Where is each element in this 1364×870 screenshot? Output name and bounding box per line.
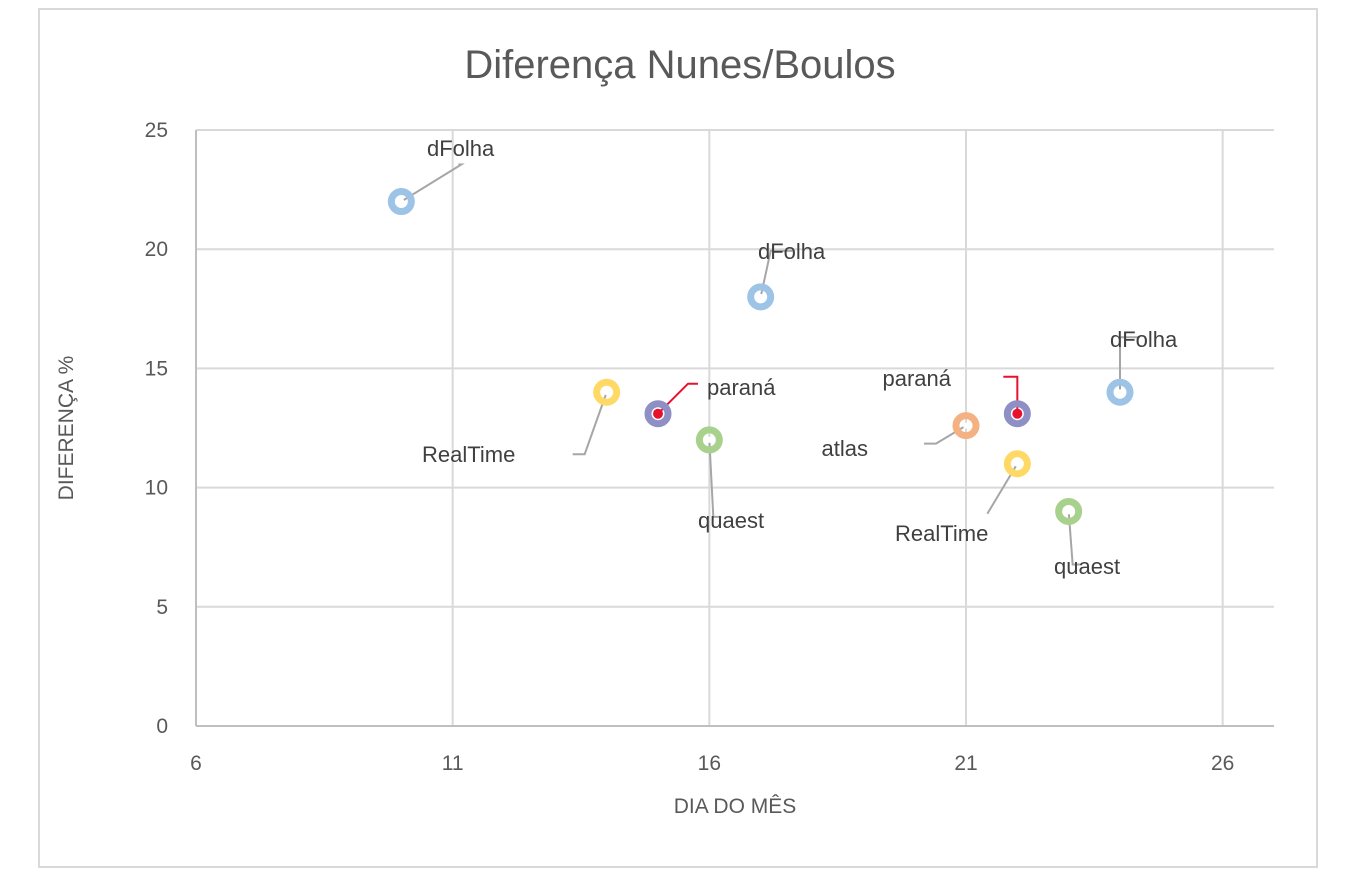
leader-line (1067, 511, 1081, 566)
leader-line (572, 391, 608, 456)
data-point-center (653, 408, 663, 419)
data-point (695, 426, 723, 454)
leader-line (708, 439, 722, 518)
data-point-center (1014, 460, 1021, 467)
y-tick-label: 20 (145, 238, 168, 261)
data-label: quaest (698, 508, 764, 533)
data-point-center (706, 436, 713, 443)
y-tick-label: 25 (145, 119, 168, 142)
x-tick-label: 6 (190, 752, 202, 775)
data-point (593, 378, 621, 406)
data-label: quaest (1054, 554, 1120, 579)
data-label: atlas (822, 436, 868, 461)
chart-title: Diferença Nunes/Boulos (464, 43, 895, 87)
data-point (644, 400, 672, 428)
data-point (952, 412, 980, 440)
data-point-center (398, 198, 405, 205)
x-axis-title: DIA DO MÊS (674, 795, 797, 818)
data-labels: dFolha dFolha dFolha RealTime RealTime paraná… (422, 136, 1178, 579)
leader-line (657, 382, 698, 415)
data-label: dFolha (758, 239, 826, 264)
leader-line (759, 249, 793, 298)
data-point-center (1065, 508, 1072, 515)
data-point-center (603, 389, 610, 396)
x-tick-label: 11 (442, 752, 464, 775)
x-tick-label: 21 (954, 752, 977, 775)
data-point (387, 188, 415, 216)
leader-line (400, 163, 465, 203)
leader-lines (400, 163, 1140, 566)
x-tick-label: 26 (1211, 752, 1234, 775)
data-label: dFolha (427, 136, 495, 161)
gridlines (196, 129, 1274, 726)
y-axis-title: DIFERENÇA % (55, 356, 78, 501)
data-point (1003, 450, 1031, 478)
data-label: paraná (707, 375, 776, 400)
data-label: paraná (882, 366, 951, 391)
scatter-chart: Diferença Nunes/Boulos 0 5 10 15 20 25 6 11 16 21… (55, 43, 1274, 818)
data-points (387, 188, 1134, 525)
y-tick-label: 0 (156, 715, 168, 738)
data-point (747, 283, 775, 311)
data-point-center (1117, 389, 1123, 396)
data-point-center (757, 293, 764, 300)
data-point (1106, 378, 1134, 406)
data-label: RealTime (422, 442, 515, 467)
data-label: RealTime (895, 521, 988, 546)
y-tick-label: 10 (145, 477, 168, 500)
data-point-center (1012, 408, 1023, 419)
data-point (1055, 497, 1083, 525)
axes: 0 5 10 15 20 25 6 11 16 21 26 (145, 119, 1274, 775)
data-point (1003, 400, 1031, 428)
y-tick-label: 5 (156, 596, 168, 619)
data-label: dFolha (1110, 327, 1178, 352)
chart-frame: Diferença Nunes/Boulos 0 5 10 15 20 25 6 11 16 21… (38, 8, 1318, 868)
x-tick-label: 16 (698, 752, 721, 775)
data-point-center (963, 422, 969, 429)
y-tick-label: 15 (145, 357, 168, 380)
leader-line (1119, 336, 1140, 393)
